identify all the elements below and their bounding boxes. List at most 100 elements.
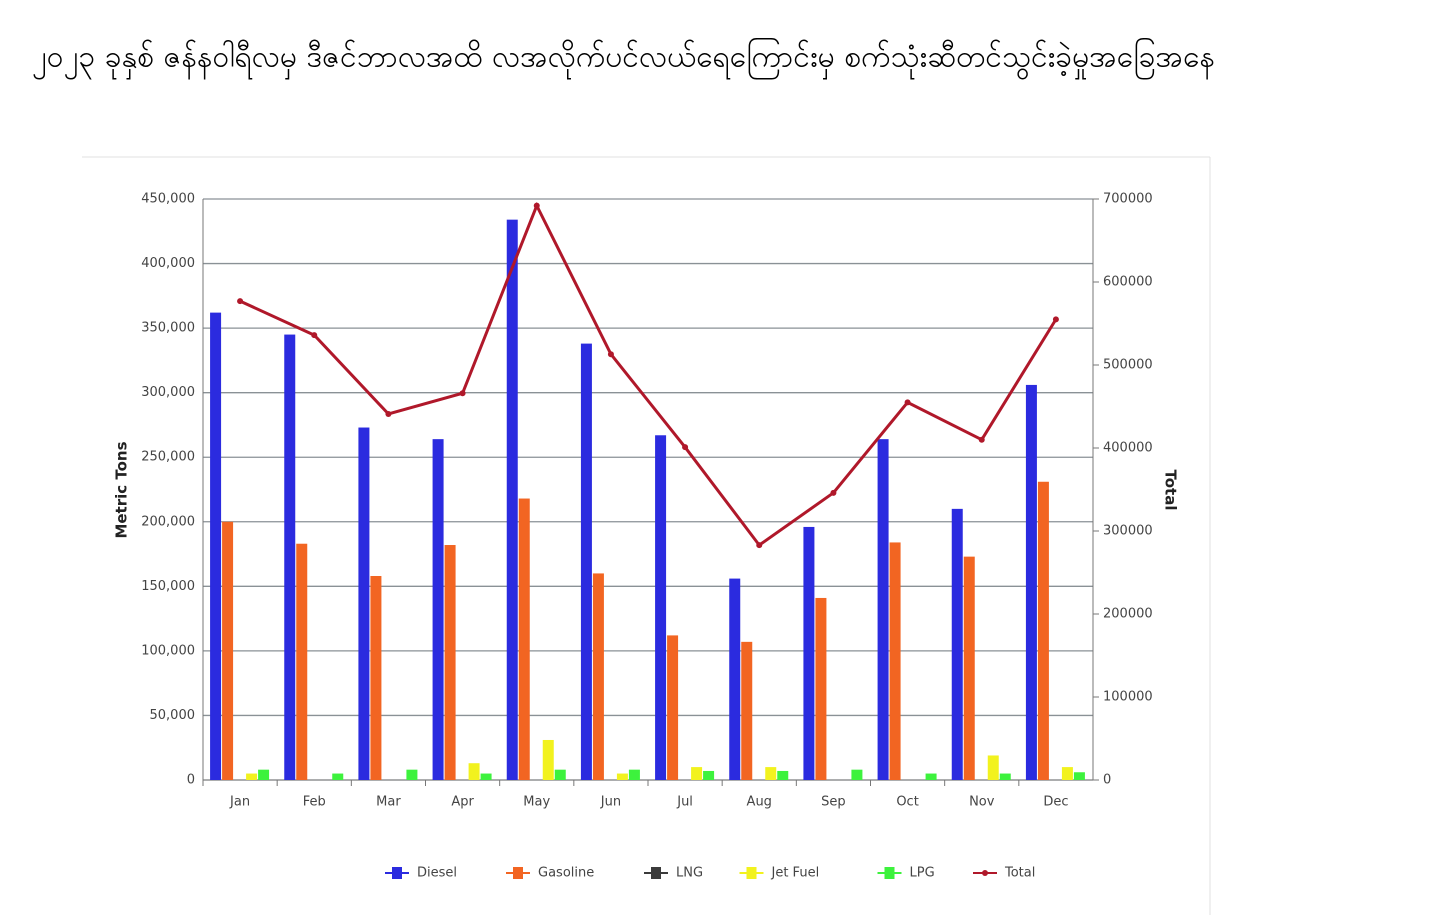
x-tick-label: May <box>523 795 550 810</box>
y2-axis-title: Total <box>1162 470 1180 511</box>
line-marker <box>385 410 392 417</box>
bar <box>889 542 901 780</box>
bar <box>741 641 753 780</box>
legend-label: Total <box>1004 866 1035 881</box>
y2-tick-label: 100000 <box>1103 690 1153 705</box>
y-tick-label: 200,000 <box>141 514 195 529</box>
bar <box>406 769 418 780</box>
y2-tick-label: 600000 <box>1103 275 1153 290</box>
legend-marker <box>651 867 661 879</box>
y-tick-label: 150,000 <box>141 579 195 594</box>
bar <box>729 578 741 780</box>
bar <box>803 526 815 780</box>
line <box>239 201 1058 548</box>
y2-tick-label: 300000 <box>1103 524 1153 539</box>
legend-label: Jet Fuel <box>771 866 820 881</box>
x-tick-label: Oct <box>896 795 918 810</box>
y2-tick-label: 700000 <box>1103 192 1153 207</box>
line-marker <box>756 542 763 549</box>
bar <box>258 769 270 780</box>
bar <box>518 498 530 780</box>
bar <box>210 312 222 780</box>
y-tick-label: 250,000 <box>141 450 195 465</box>
legend-label: Diesel <box>417 866 457 881</box>
bar <box>628 769 640 780</box>
bar <box>987 755 999 780</box>
y2-tick-label: 200000 <box>1103 607 1153 622</box>
bar <box>1073 772 1085 780</box>
line-marker <box>311 332 318 339</box>
bar <box>358 427 370 780</box>
legend-marker <box>982 870 988 876</box>
line-marker <box>533 202 540 209</box>
bar <box>777 770 789 780</box>
x-tick-label: Dec <box>1043 795 1068 810</box>
legend-marker <box>746 867 757 879</box>
line-marker <box>830 489 837 496</box>
x-tick-label: Jul <box>676 795 693 810</box>
bar <box>332 773 344 780</box>
bar <box>951 508 963 780</box>
x-tick-label: Apr <box>451 795 474 810</box>
line-marker <box>978 436 985 443</box>
bar <box>444 545 456 780</box>
x-tick-label: Nov <box>969 795 995 810</box>
legend-marker <box>392 867 402 879</box>
bar <box>246 773 258 780</box>
bar <box>468 763 480 780</box>
y-tick-label: 350,000 <box>141 321 195 336</box>
y-tick-label: 450,000 <box>141 192 195 207</box>
bar <box>655 435 667 780</box>
bar <box>616 773 628 780</box>
bar <box>554 769 566 780</box>
line-marker <box>682 444 689 451</box>
line-marker <box>904 399 911 406</box>
bar <box>815 597 827 780</box>
y-tick-label: 0 <box>187 773 195 788</box>
bar <box>580 343 592 780</box>
bar <box>222 521 234 780</box>
bar <box>1061 767 1073 780</box>
y-tick-label: 100,000 <box>141 643 195 658</box>
line-marker <box>459 390 466 397</box>
bar <box>592 573 604 780</box>
y-tick-label: 300,000 <box>141 385 195 400</box>
bar <box>284 334 296 780</box>
line-marker <box>237 298 244 305</box>
bar <box>506 219 518 780</box>
bar <box>432 439 444 780</box>
bar <box>542 739 554 780</box>
y-axis-title: Metric Tons <box>113 441 131 538</box>
legend-label: Gasoline <box>538 866 594 881</box>
legend-label: LPG <box>910 866 935 881</box>
y-tick-label: 400,000 <box>141 256 195 271</box>
bar <box>925 773 937 780</box>
legend-marker <box>884 867 895 879</box>
x-tick-label: Feb <box>303 795 326 810</box>
legend-marker <box>513 867 523 879</box>
y-tick-label: 50,000 <box>150 708 196 723</box>
x-tick-label: Sep <box>821 795 846 810</box>
line-marker <box>607 351 614 358</box>
bar <box>703 770 715 780</box>
bar <box>370 576 382 780</box>
x-tick-label: Mar <box>376 795 401 810</box>
y2-tick-label: 500000 <box>1103 358 1153 373</box>
bar <box>963 556 975 780</box>
bar <box>691 767 703 780</box>
bar <box>667 635 679 780</box>
chart-title: ၂၀၂၃ ခုနှစ် ဇန်နဝါရီလမှ ဒီဇင်ဘာလအထိ လအလိ… <box>32 38 1215 81</box>
bar <box>480 773 492 780</box>
bar <box>765 767 777 780</box>
bar <box>877 439 889 780</box>
line-marker <box>1052 316 1059 323</box>
legend-label: LNG <box>676 866 703 881</box>
y2-tick-label: 0 <box>1103 773 1111 788</box>
bar <box>999 773 1011 780</box>
x-tick-label: Jun <box>600 795 621 810</box>
y2-tick-label: 400000 <box>1103 441 1153 456</box>
bar <box>1025 384 1037 780</box>
bar <box>1037 481 1049 780</box>
